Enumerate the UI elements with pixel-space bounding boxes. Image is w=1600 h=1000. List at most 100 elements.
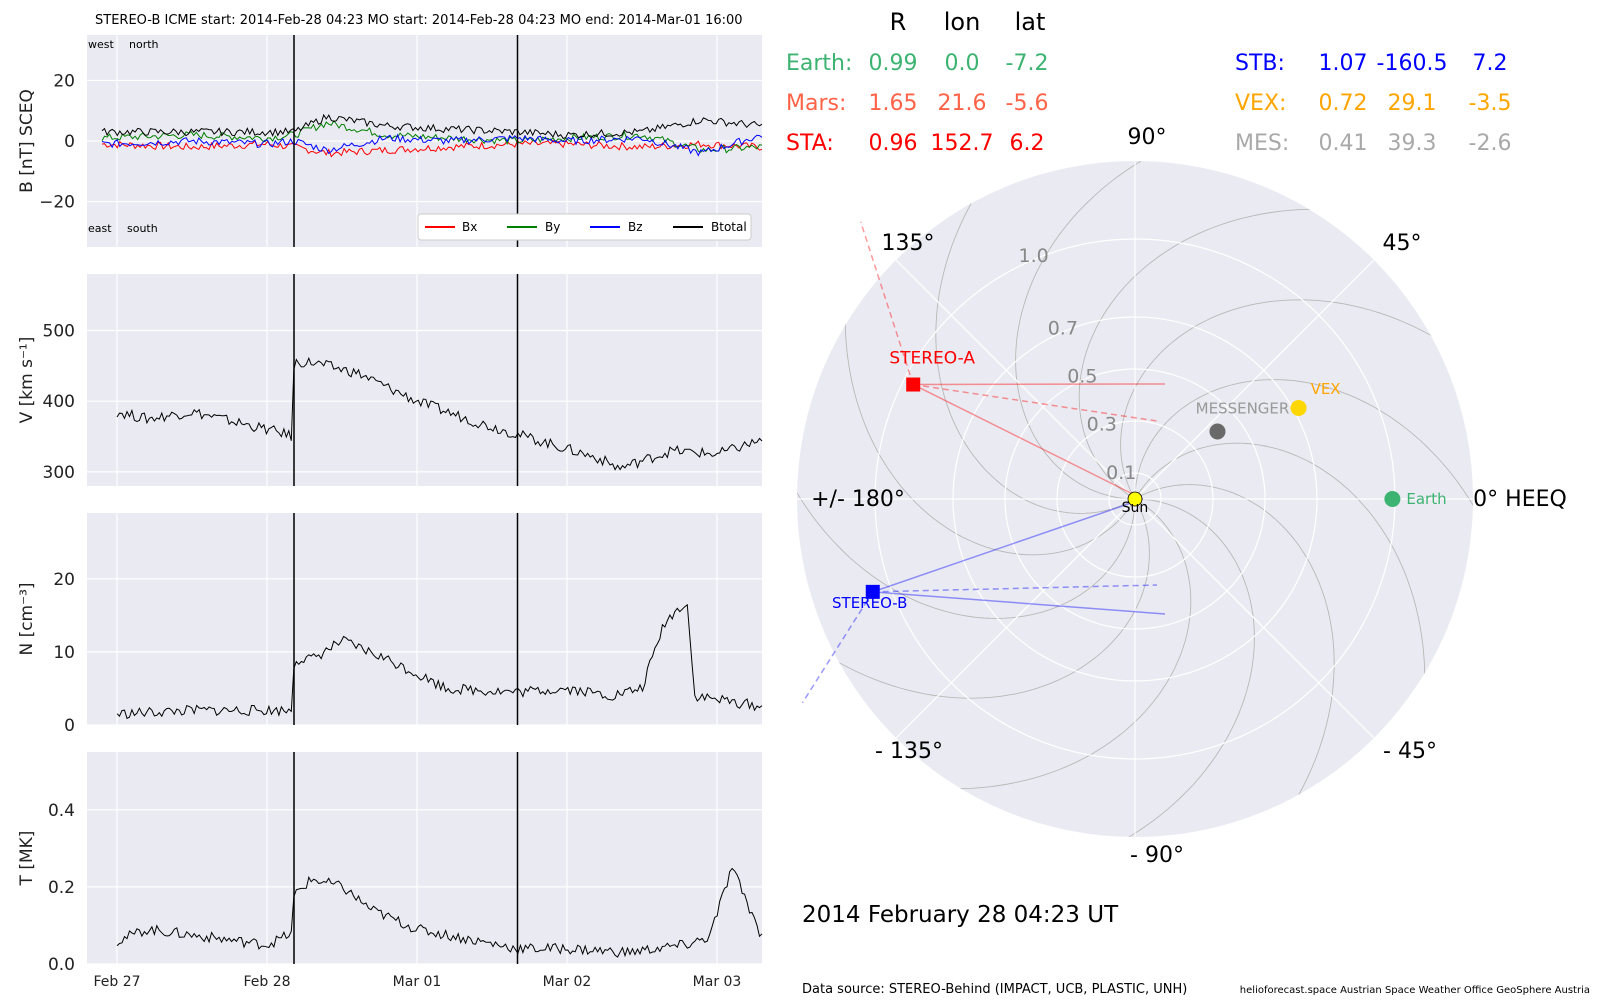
table-cell: 0.0 xyxy=(945,51,980,76)
connection-line xyxy=(872,498,1144,593)
earth-marker xyxy=(1384,491,1401,507)
plot-area xyxy=(87,274,762,486)
sun-marker xyxy=(1127,491,1143,507)
angle-label: 45° xyxy=(1383,231,1422,256)
spiral-line xyxy=(1137,442,1426,765)
stereo-a-marker xyxy=(906,377,921,392)
angle-label: - 90° xyxy=(1130,843,1184,868)
table-cell: -3.5 xyxy=(1469,91,1512,116)
south-annotation: south xyxy=(127,222,158,235)
legend-box xyxy=(417,213,752,241)
angle-label: - 135° xyxy=(875,739,943,764)
table-row: MES: 0.41 39.3 -2.6 xyxy=(1235,131,1511,156)
y-tick-label: 0.4 xyxy=(48,801,75,821)
y-tick-label: 300 xyxy=(43,463,75,483)
angle-label: 135° xyxy=(882,231,935,256)
earth-label: Earth xyxy=(1406,490,1446,508)
series-line-t xyxy=(116,867,763,958)
spiral-line xyxy=(935,161,1131,514)
table-header-lon: lon xyxy=(944,8,981,36)
vex-marker xyxy=(1290,399,1307,416)
event-header: STEREO-B ICME start: 2014-Feb-28 04:23 M… xyxy=(95,13,743,28)
data-source: Data source: STEREO-Behind (IMPACT, UCB,… xyxy=(802,982,1187,997)
vex-label: VEX xyxy=(1311,380,1341,398)
x-tick-label: Mar 02 xyxy=(543,974,592,990)
table-cell: Mars: xyxy=(786,91,846,116)
sun-label: Sun xyxy=(1122,500,1149,516)
spiral-line xyxy=(1078,208,1401,497)
spiral-line xyxy=(1044,498,1255,837)
table-cell: 6.2 xyxy=(1010,131,1045,156)
spiral-line xyxy=(1139,484,1335,837)
y-tick-label: 400 xyxy=(43,392,75,412)
table-row: STB: 1.07 -160.5 7.2 xyxy=(1235,51,1508,76)
legend-by-label: By xyxy=(545,220,560,234)
y-tick-label: 20 xyxy=(53,71,75,91)
angle-spoke xyxy=(1134,498,1375,739)
angle-label: +/- 180° xyxy=(811,487,905,512)
spiral-line xyxy=(1015,161,1226,500)
x-tick-label: Mar 03 xyxy=(693,974,742,990)
spiral-line xyxy=(1120,299,1473,495)
b-legend: Bx By Bz Btotal xyxy=(417,213,752,241)
y-tick-label: −20 xyxy=(39,193,75,213)
x-tick-label: Feb 27 xyxy=(93,974,140,990)
connection-line-dashed xyxy=(913,383,1158,422)
b-field-panel: 20 0 −20B [nT] SCEQ xyxy=(17,35,763,247)
x-tick-label: Feb 28 xyxy=(243,974,290,990)
table-cell: 1.65 xyxy=(869,91,918,116)
credits: helioforecast.space Austrian Space Weath… xyxy=(1240,985,1590,996)
table-header-r: R xyxy=(890,8,907,36)
table-cell: -160.5 xyxy=(1377,51,1448,76)
spiral-grid xyxy=(797,161,1473,837)
spiral-line xyxy=(844,233,1133,556)
y-tick-label: 0.0 xyxy=(48,955,75,975)
temperature-panel: 0.4 0.2 0.0 T [MK] xyxy=(17,752,763,975)
angle-label: 90° xyxy=(1128,125,1167,150)
messenger-marker xyxy=(1209,423,1226,440)
east-annotation: east xyxy=(88,222,112,235)
series-line-n xyxy=(116,603,763,720)
spiral-line xyxy=(797,503,1150,699)
stereo-b-marker xyxy=(865,584,880,599)
y-tick-label: 0.2 xyxy=(48,878,75,898)
table-header-lat: lat xyxy=(1015,8,1046,36)
positions-table: Earth: 0.99 0.0 -7.2 Mars: 1.65 21.6 -5.6 STA: 0.… xyxy=(786,51,1511,156)
series-line-bz xyxy=(101,133,763,157)
north-annotation: north xyxy=(129,38,159,51)
table-cell: -7.2 xyxy=(1006,51,1049,76)
table-cell: 152.7 xyxy=(931,131,994,156)
y-tick-label: 10 xyxy=(53,643,75,663)
angle-spoke xyxy=(895,259,1136,500)
table-cell: 0.99 xyxy=(869,51,918,76)
y-tick-label: 0 xyxy=(64,132,75,152)
table-cell: 0.41 xyxy=(1319,131,1368,156)
table-cell: Earth: xyxy=(786,51,852,76)
y-axis-label: V [km s⁻¹] xyxy=(17,337,37,424)
legend-bx-label: Bx xyxy=(462,220,477,234)
connection-line xyxy=(872,591,1166,615)
y-axis-label: T [MK] xyxy=(17,831,37,887)
table-cell: 0.96 xyxy=(869,131,918,156)
time-series-panels: 20 0 −20B [nT] SCEQ 500 400 300 V [km s⁻¹] 20 10… xyxy=(17,35,763,990)
y-tick-label: 20 xyxy=(53,570,75,590)
speed-panel: 500 400 300 V [km s⁻¹] xyxy=(17,274,763,486)
plot-area xyxy=(87,513,762,725)
y-axis-label: B [nT] SCEQ xyxy=(17,89,37,193)
connection-line-dashed xyxy=(872,584,1158,593)
table-row: Earth: 0.99 0.0 -7.2 xyxy=(786,51,1048,76)
table-row: Mars: 1.65 21.6 -5.6 xyxy=(786,91,1048,116)
timestamp: 2014 February 28 04:23 UT xyxy=(802,902,1119,928)
angle-label: 0° HEEQ xyxy=(1473,487,1567,512)
table-cell: 39.3 xyxy=(1388,131,1437,156)
table-cell: MES: xyxy=(1235,131,1289,156)
polar-position-plot: 0.1 0.3 0.5 0.7 1.0 0° HEEQ 45° 90° 135° +/- 180°… xyxy=(797,125,1567,868)
connection-line xyxy=(912,383,1144,500)
legend-btotal-label: Btotal xyxy=(711,220,747,234)
table-cell: 0.72 xyxy=(1319,91,1368,116)
table-cell: -5.6 xyxy=(1006,91,1049,116)
field-line-dashed xyxy=(859,221,914,385)
table-cell: STA: xyxy=(786,131,834,156)
west-annotation: west xyxy=(88,38,114,51)
